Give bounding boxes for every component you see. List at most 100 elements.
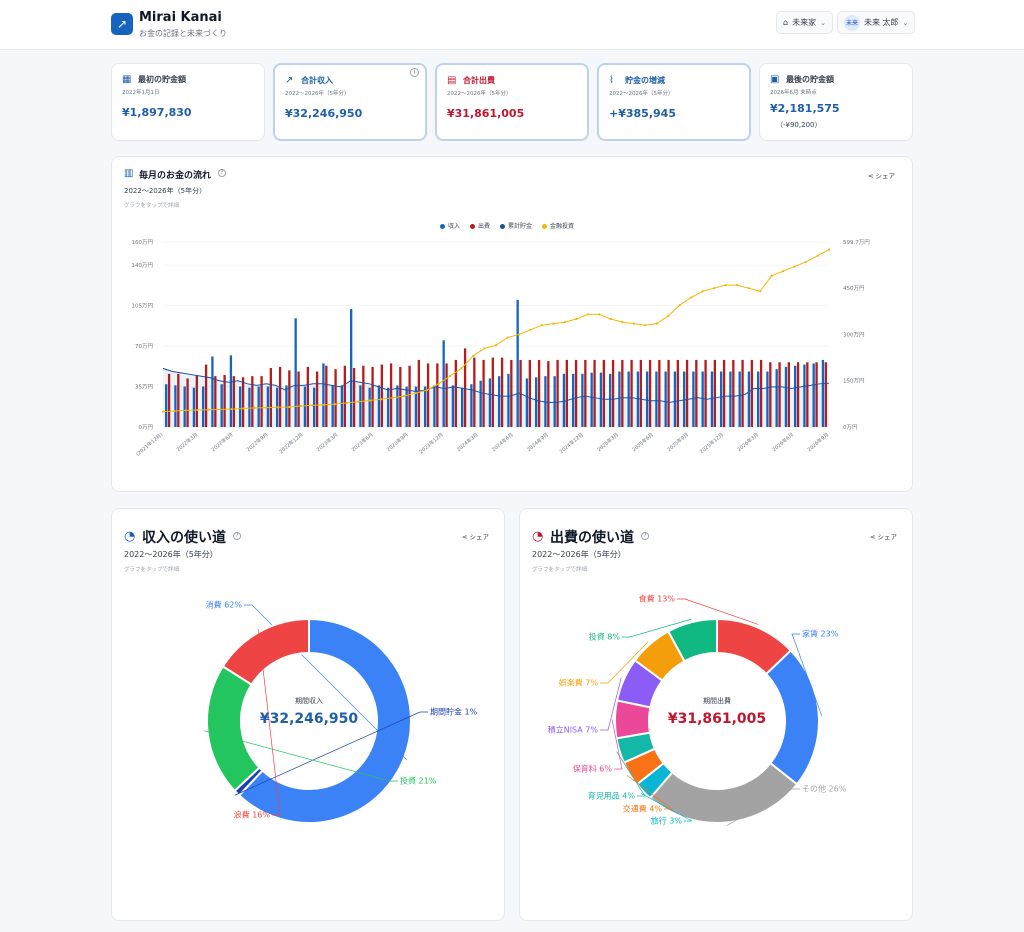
- income-bar: [248, 387, 251, 427]
- y-tick-label-left: 140万円: [132, 262, 154, 269]
- expense-bar: [260, 376, 263, 427]
- chevron-down-icon: ⌄: [902, 18, 909, 27]
- x-tick-label: 2025年9月: [666, 431, 690, 453]
- invest-point: [207, 408, 211, 411]
- x-tick-label: 2022年12月: [278, 431, 305, 455]
- chevron-down-icon: ⌄: [820, 18, 826, 27]
- expense-bar: [611, 359, 615, 427]
- expense-bar: [769, 362, 772, 427]
- section-title: 出費の使い道: [550, 530, 634, 546]
- income-bar: [821, 359, 825, 427]
- expense-bar: [759, 359, 763, 427]
- expense-bar: [334, 369, 337, 427]
- home-icon: ⌂: [783, 18, 789, 27]
- expense-bar: [704, 359, 707, 427]
- expense-bar: [445, 363, 448, 427]
- income-bar: [396, 385, 399, 427]
- invest-point: [827, 248, 831, 251]
- income-bar: [498, 376, 501, 427]
- expense-bar: [528, 359, 531, 427]
- invest-point: [793, 265, 796, 268]
- section-title: 収入の使い道: [142, 530, 226, 546]
- x-tick-label: 2022年9月: [245, 431, 269, 453]
- app-title: Mirai Kanai: [139, 10, 222, 25]
- invest-point: [483, 347, 486, 350]
- expense-donut-chart[interactable]: 食費 13% 家賃 23% その他 26% 旅行 3% 交通費 4% 育児用品 4% 保育料…: [520, 579, 914, 919]
- label-leader: [791, 633, 823, 717]
- expense-bar: [417, 359, 420, 427]
- label-leader: [626, 775, 674, 810]
- y-tick-label-right: 0万円: [843, 424, 858, 431]
- kpi-card-savings-change[interactable]: ⌇ 貯金の増減 2022〜2026年（5年分） +¥385,945: [597, 63, 751, 141]
- legend-item-invest: 金融投資: [542, 221, 574, 230]
- slice-label: 投資 21%: [400, 776, 437, 786]
- invest-point: [701, 290, 704, 293]
- expense-bar: [186, 378, 189, 427]
- section-subtitle: 2022〜2026年（5年分）: [532, 550, 626, 559]
- invest-point: [494, 344, 498, 347]
- invest-point: [253, 406, 256, 409]
- expense-bar: [584, 359, 587, 427]
- invest-point: [345, 401, 348, 405]
- income-bar: [202, 386, 205, 427]
- app-logo[interactable]: ↗: [111, 13, 133, 35]
- pie-chart-icon: ◔: [124, 529, 136, 544]
- x-tick-label: 2022年3月: [175, 431, 199, 453]
- expense-bar: [667, 359, 670, 427]
- share-button[interactable]: ⋖ シェア: [462, 533, 490, 541]
- invest-point: [230, 408, 233, 411]
- income-bar: [340, 385, 344, 427]
- income-donut-chart[interactable]: 消費 62% 期間貯金 1% 投資 21% 浪費 16%: [112, 579, 506, 919]
- help-icon[interactable]: ?: [641, 532, 649, 540]
- invest-point: [609, 317, 612, 321]
- monthly-flow-chart[interactable]: 0万円 35万円 70万円 105万円 140万円 160万円 0万円 150万円 300万円 4…: [111, 232, 913, 472]
- invest-point: [517, 333, 521, 336]
- income-bar: [572, 373, 575, 427]
- income-bar: [747, 371, 751, 427]
- x-tick-label: 2025年6月: [631, 431, 655, 453]
- share-button[interactable]: ⋖ シェア: [870, 533, 898, 541]
- section-subtitle: 2022〜2026年（5年分）: [124, 550, 218, 559]
- receipt-icon: ▤: [447, 75, 457, 86]
- invest-point: [299, 404, 302, 408]
- kpi-card-expense[interactable]: ▤ 合計出費 2022〜2026年（5年分） ¥31,861,005: [435, 63, 589, 141]
- expense-bar: [204, 364, 208, 427]
- kpi-sub: 2022年1月1日: [122, 90, 160, 96]
- share-button[interactable]: ⋖ シェア: [868, 172, 896, 180]
- income-bar: [766, 371, 769, 427]
- help-icon[interactable]: ?: [233, 532, 241, 540]
- household-name: 未来家: [792, 18, 817, 27]
- calendar-icon: ▦: [122, 74, 132, 85]
- invest-point: [414, 391, 417, 395]
- invest-point: [460, 367, 463, 370]
- kpi-label: 合計出費: [463, 76, 495, 85]
- expense-bar: [556, 359, 559, 427]
- income-bar: [359, 385, 362, 427]
- savings-line: [162, 367, 830, 403]
- invest-point: [311, 404, 314, 407]
- income-bar: [784, 366, 788, 427]
- x-tick-label: 2024年6月: [490, 431, 514, 453]
- slice-label: 保育料 6%: [573, 764, 613, 774]
- income-bar: [479, 380, 482, 427]
- expense-bar: [362, 365, 365, 427]
- user-menu[interactable]: 未来 未来 太郎 ⌄: [837, 11, 916, 34]
- expense-bar: [695, 359, 698, 427]
- household-select[interactable]: ⌂ 未来家 ⌄: [776, 11, 833, 34]
- help-icon[interactable]: ?: [218, 169, 226, 177]
- income-bar: [451, 385, 455, 427]
- x-tick-label: 2022年6月: [210, 431, 234, 453]
- income-bar: [387, 387, 390, 427]
- info-icon[interactable]: i: [410, 68, 419, 77]
- legend-item-income: 収入: [440, 221, 460, 230]
- kpi-card-income[interactable]: ↗ 合計収入 i 2022〜2026年（5年分） ¥32,246,950: [273, 63, 427, 141]
- x-tick-label: 2023年9月: [385, 431, 409, 453]
- income-bar: [285, 385, 288, 427]
- expense-bar: [648, 359, 652, 427]
- expense-bar: [380, 364, 383, 427]
- kpi-sub: 2022〜2026年（5年分）: [447, 91, 512, 97]
- label-leader: [622, 618, 692, 638]
- legend-item-savings: 累計貯金: [500, 221, 532, 230]
- slice-label: 交通費 4%: [623, 804, 663, 814]
- invest-point: [713, 287, 716, 290]
